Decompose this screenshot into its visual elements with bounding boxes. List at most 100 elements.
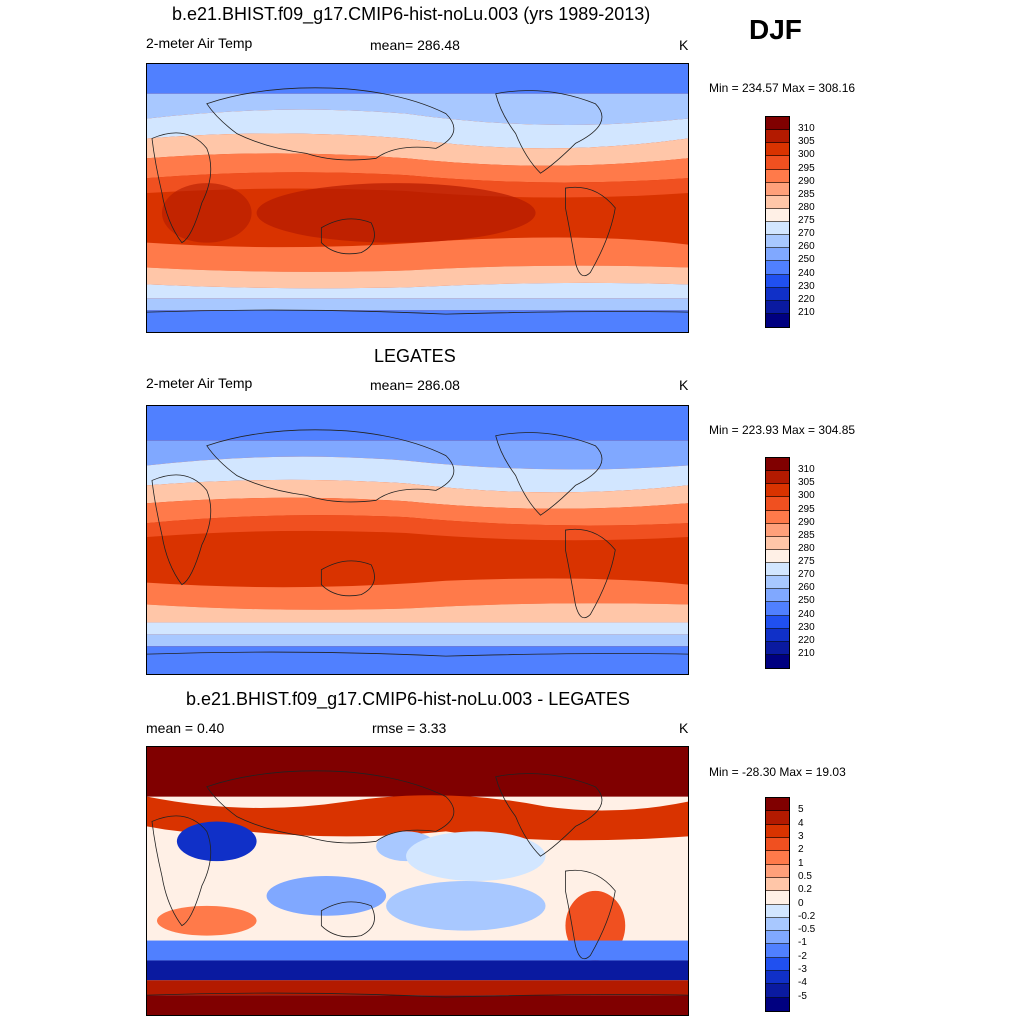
colorbar-swatch [766,248,789,262]
panel-1-variable-label: 2-meter Air Temp [146,35,253,51]
colorbar-tick-label: -5 [798,990,807,1002]
colorbar-tick-label: 210 [798,647,815,659]
colorbar-swatch [766,458,789,472]
colorbar-swatch [766,195,789,209]
colorbar-tick-label: 5 [798,804,804,816]
colorbar-tick-label: 290 [798,516,815,528]
colorbar-swatch [766,471,789,485]
panel-2-colorbar [765,457,790,669]
colorbar-tick-label: 250 [798,595,815,607]
colorbar-tick-label: 230 [798,280,815,292]
colorbar-tick-label: 2 [798,844,804,856]
colorbar-swatch [766,931,789,945]
colorbar-tick-label: 310 [798,464,815,476]
colorbar-tick-label: 295 [798,503,815,515]
colorbar-swatch [766,130,789,144]
difference-temperature-map [147,747,688,1015]
colorbar-tick-label: 220 [798,293,815,305]
colorbar-swatch [766,971,789,985]
panel-3-unit-label: K [679,720,689,736]
colorbar-swatch [766,536,789,550]
colorbar-tick-label: 275 [798,556,815,567]
colorbar-swatch [766,510,789,524]
colorbar-swatch [766,864,789,878]
colorbar-tick-label: 4 [798,817,804,829]
colorbar-tick-label: 295 [798,162,815,174]
colorbar-swatch [766,208,789,222]
colorbar-tick-label: 220 [798,634,815,646]
colorbar-tick-label: 210 [798,306,815,318]
colorbar-tick-label: 3 [798,830,804,842]
colorbar-tick-label: 250 [798,254,815,266]
colorbar-swatch [766,798,789,812]
colorbar-tick-label: 230 [798,621,815,633]
colorbar-swatch [766,549,789,563]
colorbar-tick-label: 1 [798,857,804,869]
model-temperature-map [147,64,688,332]
colorbar-tick-label: 240 [798,267,815,279]
panel-2-minmax: Min = 223.93 Max = 304.85 [709,423,856,437]
colorbar-swatch [766,497,789,511]
panel-2-mean-label: mean= 286.08 [370,377,460,393]
colorbar-swatch [766,602,789,616]
panel-2-variable-label: 2-meter Air Temp [146,375,253,391]
panel-1-map [146,63,689,333]
panel-2-map [146,405,689,675]
colorbar-swatch [766,654,789,668]
colorbar-tick-label: 240 [798,608,815,620]
colorbar-tick-label: -3 [798,964,807,976]
colorbar-swatch [766,576,789,590]
colorbar-tick-label: 260 [798,582,815,594]
panel-2-unit-label: K [679,377,689,393]
colorbar-swatch [766,615,789,629]
colorbar-tick-label: 305 [798,136,815,148]
colorbar-swatch [766,484,789,498]
panel-3-rmse-label: rmse = 3.33 [372,720,447,736]
colorbar-swatch [766,957,789,972]
colorbar-swatch [766,824,789,838]
panel-3-mean-label: mean = 0.40 [146,720,225,736]
colorbar-tick-label: 0.5 [798,870,812,882]
colorbar-tick-label: -0.5 [798,924,816,936]
colorbar-swatch [766,891,789,905]
colorbar-swatch [766,287,789,301]
colorbar-swatch [766,641,789,655]
panel-3-title: b.e21.BHIST.f09_g17.CMIP6-hist-noLu.003 … [186,689,630,709]
colorbar-swatch [766,222,789,236]
colorbar-swatch [766,274,789,288]
colorbar-swatch [766,997,789,1011]
colorbar-swatch [766,261,789,275]
colorbar-swatch [766,156,789,170]
colorbar-tick-label: 0.2 [798,884,812,896]
colorbar-swatch [766,182,789,196]
colorbar-swatch [766,589,789,603]
colorbar-swatch [766,143,789,157]
colorbar-tick-label: 280 [798,542,815,554]
season-label: DJF [749,14,802,45]
panel-3-minmax: Min = -28.30 Max = 19.03 [709,765,846,779]
colorbar-tick-label: 300 [798,149,815,161]
colorbar-swatch [766,837,789,852]
colorbar-swatch [766,563,789,577]
colorbar-tick-label: 270 [798,569,815,581]
colorbar-swatch [766,523,789,537]
colorbar-tick-label: 305 [798,477,815,489]
colorbar-tick-label: -1 [798,937,807,949]
colorbar-tick-label: 280 [798,201,815,213]
colorbar-tick-label: 285 [798,529,815,541]
colorbar-tick-label: -0.2 [798,910,816,922]
colorbar-swatch [766,235,789,249]
panel-1-unit-label: K [679,37,689,53]
colorbar-swatch [766,313,789,327]
colorbar-tick-label: 285 [798,188,815,200]
colorbar-tick-label: -4 [798,977,807,989]
panel-1-mean-label: mean= 286.48 [370,37,460,53]
panel-2-title: LEGATES [374,346,456,366]
panel-1-colorbar [765,116,790,328]
colorbar-swatch [766,169,789,183]
colorbar-swatch [766,917,789,932]
colorbar-tick-label: 300 [798,490,815,502]
colorbar-swatch [766,117,789,131]
colorbar-tick-label: -2 [798,950,807,962]
colorbar-swatch [766,944,789,958]
